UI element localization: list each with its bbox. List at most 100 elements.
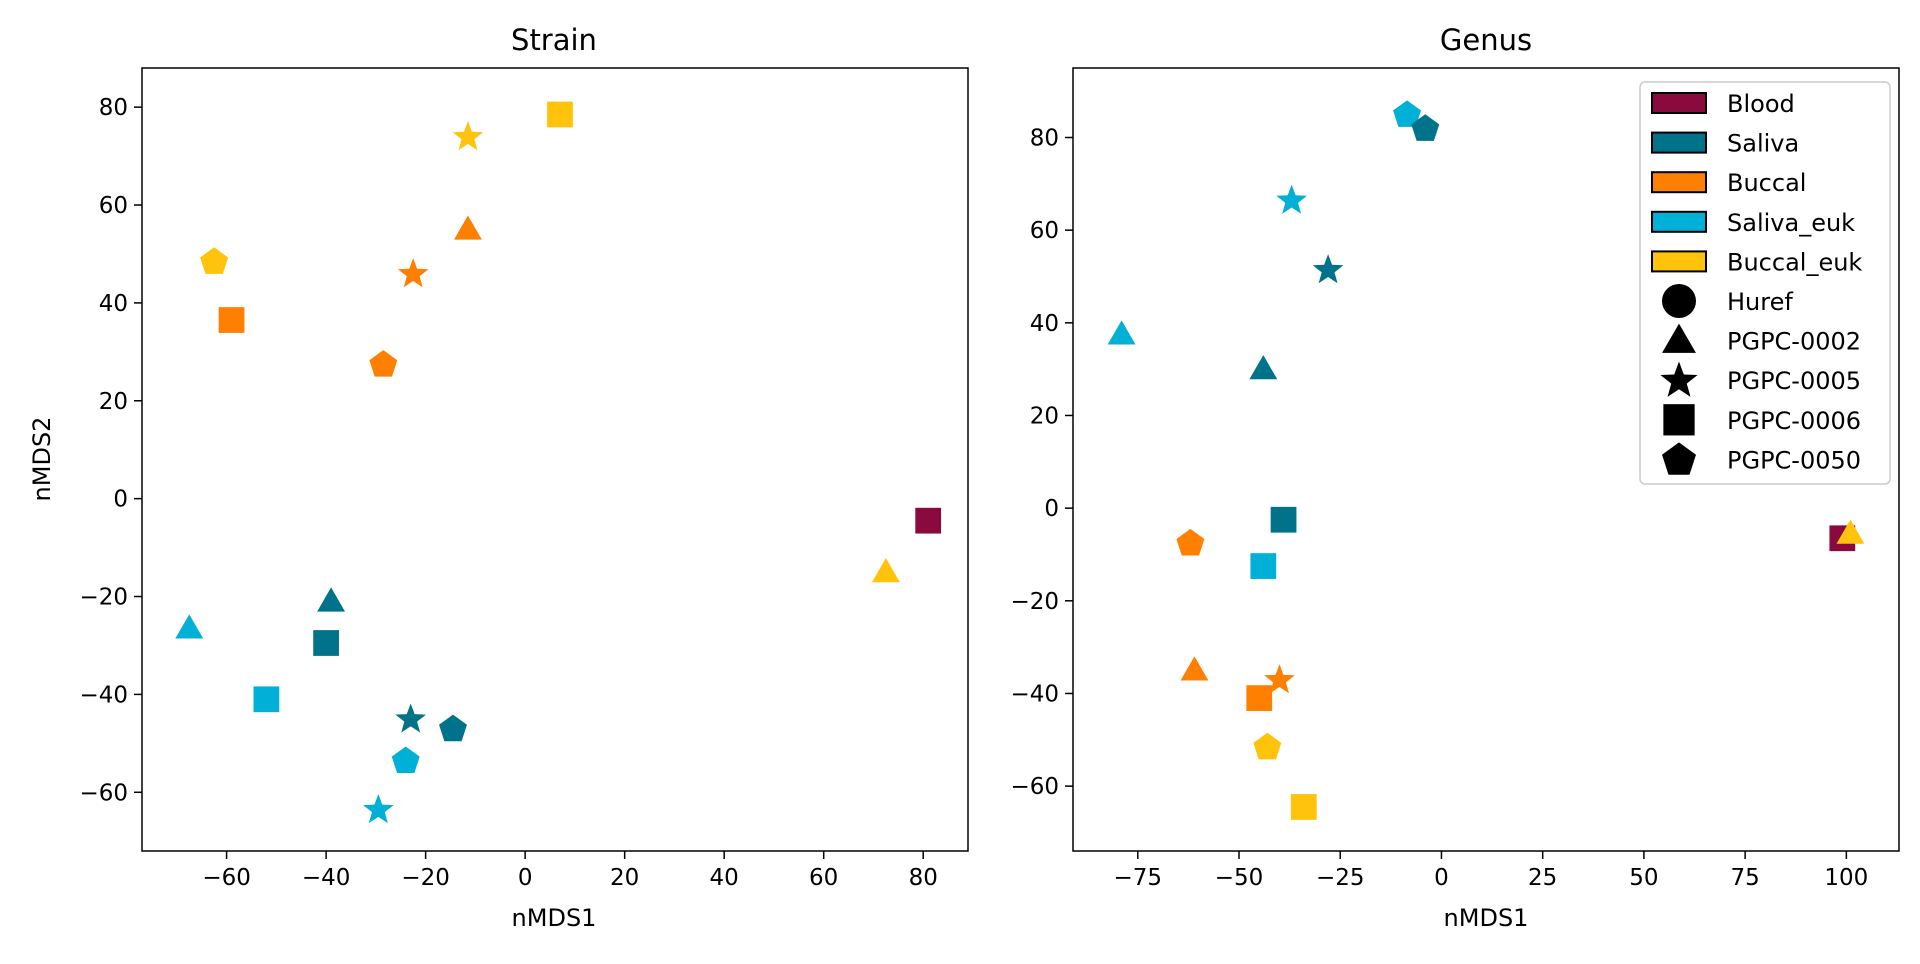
x-tick-label: 100 [1824, 865, 1868, 891]
x-tick-label: 60 [809, 865, 838, 891]
genus-x-axis-label: nMDS1 [1444, 904, 1529, 932]
legend-marker-pgpc-0002 [1662, 323, 1696, 353]
strain-y-ticks: −60 −40 −20 0 20 40 60 80 [79, 95, 142, 806]
y-tick-label: 20 [99, 389, 128, 415]
legend-label-saliva_euk: Saliva_euk [1727, 209, 1855, 237]
data-point-saliva_euk-pgpc-0002 [1107, 320, 1136, 345]
strain-panel: Strain −60 −40 −20 0 20 40 60 80 −60 −40 −20 0 20 40… [28, 23, 969, 932]
x-tick-label: −75 [1114, 865, 1163, 891]
legend-label-pgpc-0050: PGPC-0050 [1727, 446, 1861, 474]
y-tick-label: 60 [99, 193, 128, 219]
legend-patch-buccal_euk [1651, 250, 1707, 273]
legend-items: Blood Saliva Buccal Saliva_euk Buccal_euk Hur… [1651, 90, 1862, 475]
data-point-buccal_euk-pgpc-0050 [200, 247, 229, 274]
y-tick-label: 40 [1030, 311, 1059, 337]
y-tick-label: 60 [1030, 218, 1059, 244]
data-point-buccal-pgpc-0002 [453, 215, 482, 240]
data-point-buccal-pgpc-0006 [1246, 685, 1273, 711]
x-tick-label: 40 [710, 865, 739, 891]
data-point-buccal-pgpc-0002 [1180, 656, 1209, 681]
genus-title: Genus [1440, 23, 1532, 57]
data-point-saliva-pgpc-0006 [313, 630, 339, 656]
data-point-saliva-pgpc-0050 [1411, 114, 1440, 141]
x-tick-label: −40 [302, 865, 351, 891]
data-point-buccal_euk-pgpc-0006 [1290, 794, 1317, 820]
data-point-saliva_euk-pgpc-0050 [1393, 100, 1422, 127]
data-point-saliva_euk-pgpc-0005 [363, 794, 394, 824]
data-point-buccal_euk-pgpc-0005 [452, 121, 484, 151]
data-point-buccal_euk-pgpc-0002 [1836, 519, 1865, 544]
genus-x-ticks: −75 −50 −25 0 25 50 75 100 [1114, 851, 1868, 891]
data-point-buccal-pgpc-0005 [1264, 664, 1295, 694]
legend-label-pgpc-0005: PGPC-0005 [1727, 367, 1861, 395]
data-point-saliva_euk-pgpc-0006 [1250, 553, 1277, 579]
y-tick-label: −40 [79, 682, 128, 708]
legend-label-pgpc-0006: PGPC-0006 [1727, 407, 1861, 435]
strain-points [175, 101, 942, 824]
y-tick-label: 20 [1030, 403, 1059, 429]
strain-title: Strain [511, 23, 597, 57]
x-tick-label: 75 [1730, 865, 1759, 891]
y-tick-label: −40 [1010, 681, 1059, 707]
data-point-saliva_euk-pgpc-0002 [175, 614, 204, 639]
data-point-buccal_euk-pgpc-0050 [1253, 732, 1282, 760]
legend-patch-saliva [1651, 131, 1707, 154]
data-point-buccal-pgpc-0050 [369, 350, 398, 377]
y-tick-label: −60 [79, 780, 128, 806]
legend-patch-blood [1651, 92, 1707, 114]
legend-label-buccal_euk: Buccal_euk [1727, 248, 1862, 276]
x-tick-label: 50 [1629, 865, 1658, 891]
legend-label-saliva: Saliva [1727, 130, 1799, 158]
y-tick-label: 80 [99, 95, 128, 121]
strain-x-axis-label: nMDS1 [512, 904, 597, 932]
strain-x-ticks: −60 −40 −20 0 20 40 60 80 [202, 851, 938, 891]
data-point-saliva-pgpc-0006 [1270, 506, 1297, 533]
legend-marker-huref [1662, 284, 1696, 318]
data-point-saliva_euk-pgpc-0006 [253, 686, 280, 713]
data-point-buccal_euk-pgpc-0006 [547, 101, 573, 128]
legend-patch-saliva_euk [1651, 210, 1707, 233]
legend-label-huref: Huref [1727, 288, 1793, 316]
data-point-buccal_euk-pgpc-0002 [871, 558, 900, 583]
x-tick-label: −20 [401, 865, 450, 891]
legend-marker-pgpc-0050 [1662, 442, 1696, 475]
legend-label-blood: Blood [1727, 90, 1795, 118]
data-point-buccal-pgpc-0005 [397, 258, 429, 288]
legend-marker-pgpc-0005 [1660, 361, 1698, 397]
x-tick-label: 20 [610, 865, 639, 891]
genus-plot-frame [1072, 67, 1900, 852]
y-tick-label: 0 [113, 487, 128, 513]
x-tick-label: 0 [518, 865, 533, 891]
data-point-buccal-pgpc-0006 [218, 307, 245, 333]
x-tick-label: −25 [1316, 865, 1365, 891]
legend-patch-buccal [1651, 171, 1707, 194]
x-tick-label: −50 [1215, 865, 1264, 891]
legend-marker-pgpc-0006 [1663, 404, 1695, 436]
y-tick-label: 80 [1030, 125, 1059, 151]
data-point-blood-pgpc-0006 [915, 507, 942, 534]
data-point-buccal-pgpc-0050 [1176, 528, 1205, 556]
data-point-saliva-pgpc-0050 [439, 714, 467, 742]
y-tick-label: 0 [1044, 496, 1059, 522]
legend: Blood Saliva Buccal Saliva_euk Buccal_euk Hur… [1639, 81, 1891, 485]
x-tick-label: −60 [202, 865, 251, 891]
data-point-saliva-pgpc-0002 [1249, 355, 1278, 380]
x-tick-label: 80 [909, 865, 938, 891]
data-point-saliva-pgpc-0005 [395, 703, 427, 733]
data-point-saliva-pgpc-0002 [317, 587, 346, 612]
data-point-saliva-pgpc-0005 [1312, 254, 1344, 284]
strain-y-axis-label: nMDS2 [28, 417, 56, 502]
y-tick-label: −20 [1010, 589, 1059, 615]
y-tick-label: 40 [99, 291, 128, 317]
x-tick-label: 0 [1434, 865, 1449, 891]
y-tick-label: −60 [1010, 774, 1059, 800]
legend-label-pgpc-0002: PGPC-0002 [1727, 328, 1861, 356]
data-point-saliva_euk-pgpc-0050 [391, 746, 420, 774]
legend-label-buccal: Buccal [1727, 169, 1806, 197]
x-tick-label: 25 [1528, 865, 1557, 891]
strain-plot-frame [141, 67, 969, 852]
genus-panel: Genus −75 −50 −25 0 25 50 75 100 −60 −40 −20 0 20 40… [1010, 23, 1900, 932]
data-point-saliva_euk-pgpc-0005 [1276, 184, 1307, 214]
